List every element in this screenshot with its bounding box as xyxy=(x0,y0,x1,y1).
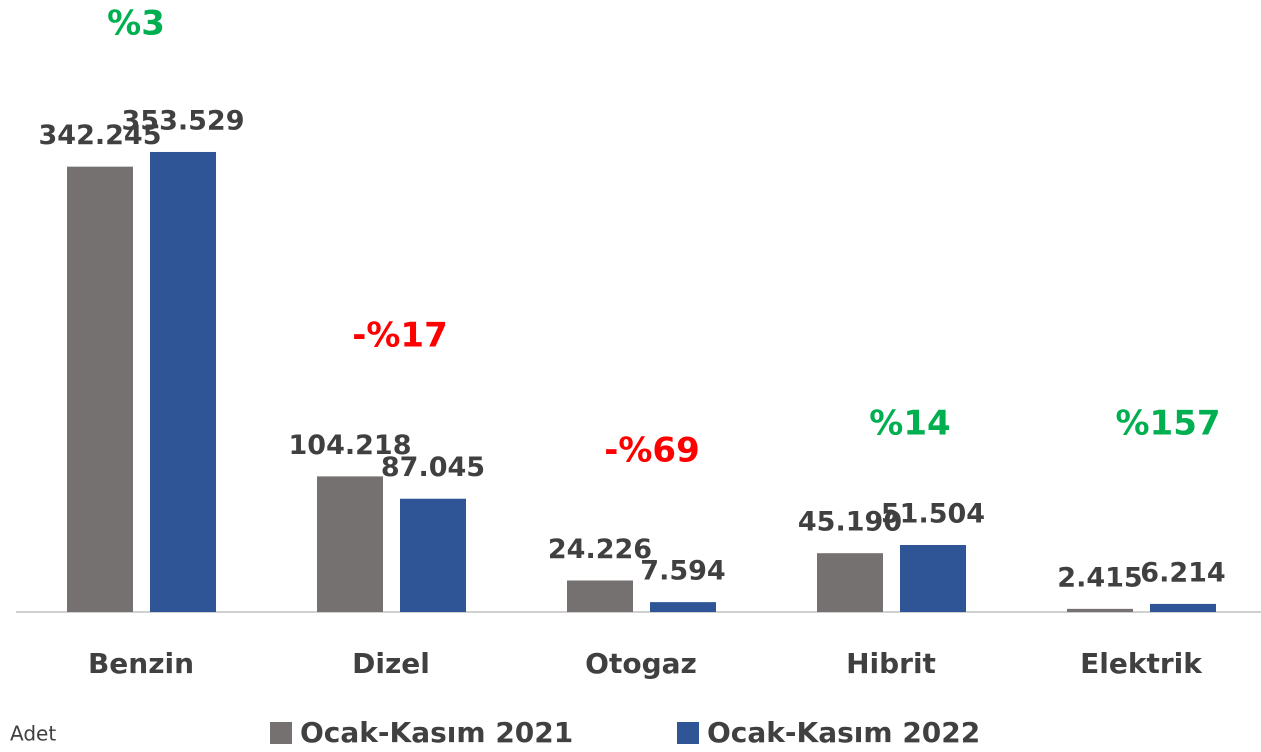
x-tick-label: Hibrit xyxy=(846,647,936,680)
data-label: 104.218 xyxy=(289,430,412,461)
data-label: 51.504 xyxy=(881,498,985,529)
data-label: 7.594 xyxy=(640,556,725,587)
change-annotation: -%17 xyxy=(352,316,448,356)
bar xyxy=(67,166,133,612)
legend-swatch xyxy=(270,722,292,744)
bar xyxy=(650,602,716,612)
bar xyxy=(1150,603,1216,612)
data-label: 87.045 xyxy=(381,452,485,483)
x-tick-label: Dizel xyxy=(352,647,430,680)
bar xyxy=(900,544,966,612)
legend-label: Ocak-Kasım 2022 xyxy=(707,716,980,749)
x-tick-label: Otogaz xyxy=(585,647,697,680)
bar xyxy=(567,580,633,612)
change-annotation: %14 xyxy=(869,404,950,444)
data-label: 6.214 xyxy=(1140,557,1225,588)
legend-label: Ocak-Kasım 2021 xyxy=(300,716,573,749)
bar xyxy=(1067,608,1133,612)
unit-label: Adet xyxy=(10,722,56,746)
x-tick-label: Benzin xyxy=(88,647,194,680)
change-annotation: -%69 xyxy=(604,431,700,471)
bar xyxy=(317,476,383,612)
x-tick-label: Elektrik xyxy=(1080,647,1203,680)
bar xyxy=(817,553,883,612)
legend-swatch xyxy=(677,722,699,744)
bar xyxy=(150,151,216,612)
change-annotation: %157 xyxy=(1115,404,1220,444)
data-label: 2.415 xyxy=(1057,562,1142,593)
data-label: 342.245 xyxy=(39,120,162,151)
bar xyxy=(400,498,466,612)
data-label: 24.226 xyxy=(548,534,652,565)
change-annotation: %3 xyxy=(107,4,165,44)
data-label: 45.190 xyxy=(798,507,902,538)
data-label: 353.529 xyxy=(122,105,245,136)
